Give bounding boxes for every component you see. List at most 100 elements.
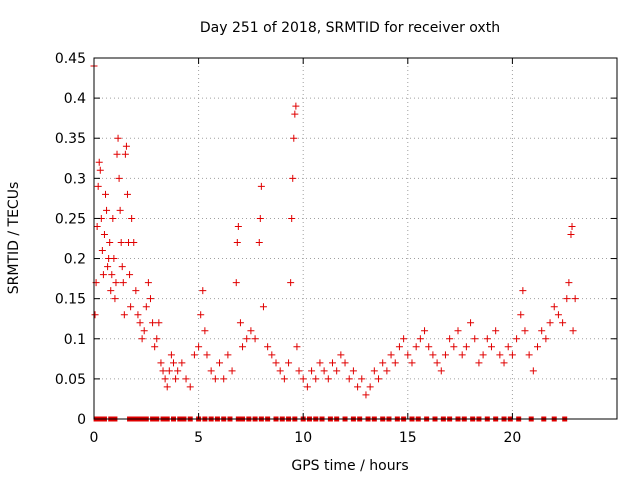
tick-labels: 0 0.05 0.1 0.15 0.2 0.25 0.3 0.35 0.4 0.45 0 5 10 15 2… xyxy=(55,51,521,446)
data-point xyxy=(487,343,495,351)
data-point xyxy=(299,375,307,383)
data-point xyxy=(546,319,554,327)
data-point xyxy=(303,383,311,391)
data-point xyxy=(236,319,244,327)
data-point xyxy=(276,367,284,375)
data-point xyxy=(400,335,408,343)
data-point xyxy=(136,319,144,327)
data-point xyxy=(290,134,298,142)
data-point xyxy=(93,222,101,230)
data-point xyxy=(115,174,123,182)
data-point xyxy=(513,335,521,343)
data-point xyxy=(529,367,537,375)
data-point xyxy=(111,295,119,303)
data-point xyxy=(109,214,117,222)
data-point xyxy=(123,190,131,198)
plot-frame xyxy=(93,57,618,420)
data-point xyxy=(126,271,134,279)
y-tick-label: 0.4 xyxy=(64,91,86,107)
data-point xyxy=(121,150,129,158)
data-point xyxy=(563,295,571,303)
x-tick-label: 0 xyxy=(90,430,99,446)
data-point xyxy=(500,359,508,367)
data-point xyxy=(571,295,579,303)
y-tick-label: 0 xyxy=(77,412,86,428)
data-point xyxy=(216,359,224,367)
y-tick-label: 0.15 xyxy=(55,292,86,308)
y-tick-label: 0.45 xyxy=(55,51,86,67)
x-tick-label: 5 xyxy=(194,430,203,446)
data-point xyxy=(195,343,203,351)
data-point xyxy=(159,367,167,375)
grid-lines xyxy=(94,58,617,419)
data-point xyxy=(565,279,573,287)
data-point xyxy=(149,319,157,327)
x-tick-label: 20 xyxy=(503,430,521,446)
data-point xyxy=(550,303,558,311)
data-point xyxy=(519,287,527,295)
data-point xyxy=(132,287,140,295)
data-point xyxy=(113,150,121,158)
data-point xyxy=(174,367,182,375)
data-point xyxy=(165,367,173,375)
data-point xyxy=(130,239,138,247)
data-point xyxy=(341,359,349,367)
data-point xyxy=(316,359,324,367)
data-point xyxy=(138,335,146,343)
data-point xyxy=(146,295,154,303)
data-point xyxy=(433,359,441,367)
data-point xyxy=(157,359,165,367)
data-point xyxy=(312,375,320,383)
data-point xyxy=(458,351,466,359)
data-point xyxy=(308,367,316,375)
data-point xyxy=(255,239,263,247)
data-point xyxy=(320,367,328,375)
data-point xyxy=(370,367,378,375)
data-point xyxy=(395,343,403,351)
data-point xyxy=(118,263,126,271)
y-tick-label: 0.2 xyxy=(64,252,86,268)
data-point xyxy=(95,158,103,166)
data-point xyxy=(96,166,104,174)
data-point xyxy=(295,367,303,375)
data-point xyxy=(142,303,150,311)
data-point xyxy=(228,367,236,375)
data-point xyxy=(163,383,171,391)
chart-title: Day 251 of 2018, SRMTID for receiver oxt… xyxy=(200,20,500,36)
data-point xyxy=(186,383,194,391)
data-point xyxy=(99,271,107,279)
data-point xyxy=(387,351,395,359)
data-point xyxy=(287,279,295,287)
data-point xyxy=(117,239,125,247)
data-point xyxy=(293,343,301,351)
data-point xyxy=(116,206,124,214)
data-point xyxy=(517,311,525,319)
data-point xyxy=(391,359,399,367)
data-point xyxy=(450,343,458,351)
data-point xyxy=(220,375,228,383)
data-point xyxy=(375,375,383,383)
data-point xyxy=(358,375,366,383)
data-point xyxy=(328,359,336,367)
data-point xyxy=(104,263,112,271)
data-point xyxy=(534,343,542,351)
data-point xyxy=(256,214,264,222)
data-point xyxy=(268,351,276,359)
data-point xyxy=(471,335,479,343)
data-point xyxy=(366,383,374,391)
data-point xyxy=(178,359,186,367)
data-point xyxy=(169,359,177,367)
data-point xyxy=(201,327,209,335)
data-point xyxy=(112,279,120,287)
data-point xyxy=(454,327,462,335)
data-point xyxy=(462,343,470,351)
data-point xyxy=(291,110,299,118)
data-point xyxy=(324,375,332,383)
data-point xyxy=(475,359,483,367)
data-point xyxy=(416,335,424,343)
data-point xyxy=(496,351,504,359)
data-point xyxy=(155,319,163,327)
data-point xyxy=(91,311,99,319)
data-point xyxy=(559,319,567,327)
